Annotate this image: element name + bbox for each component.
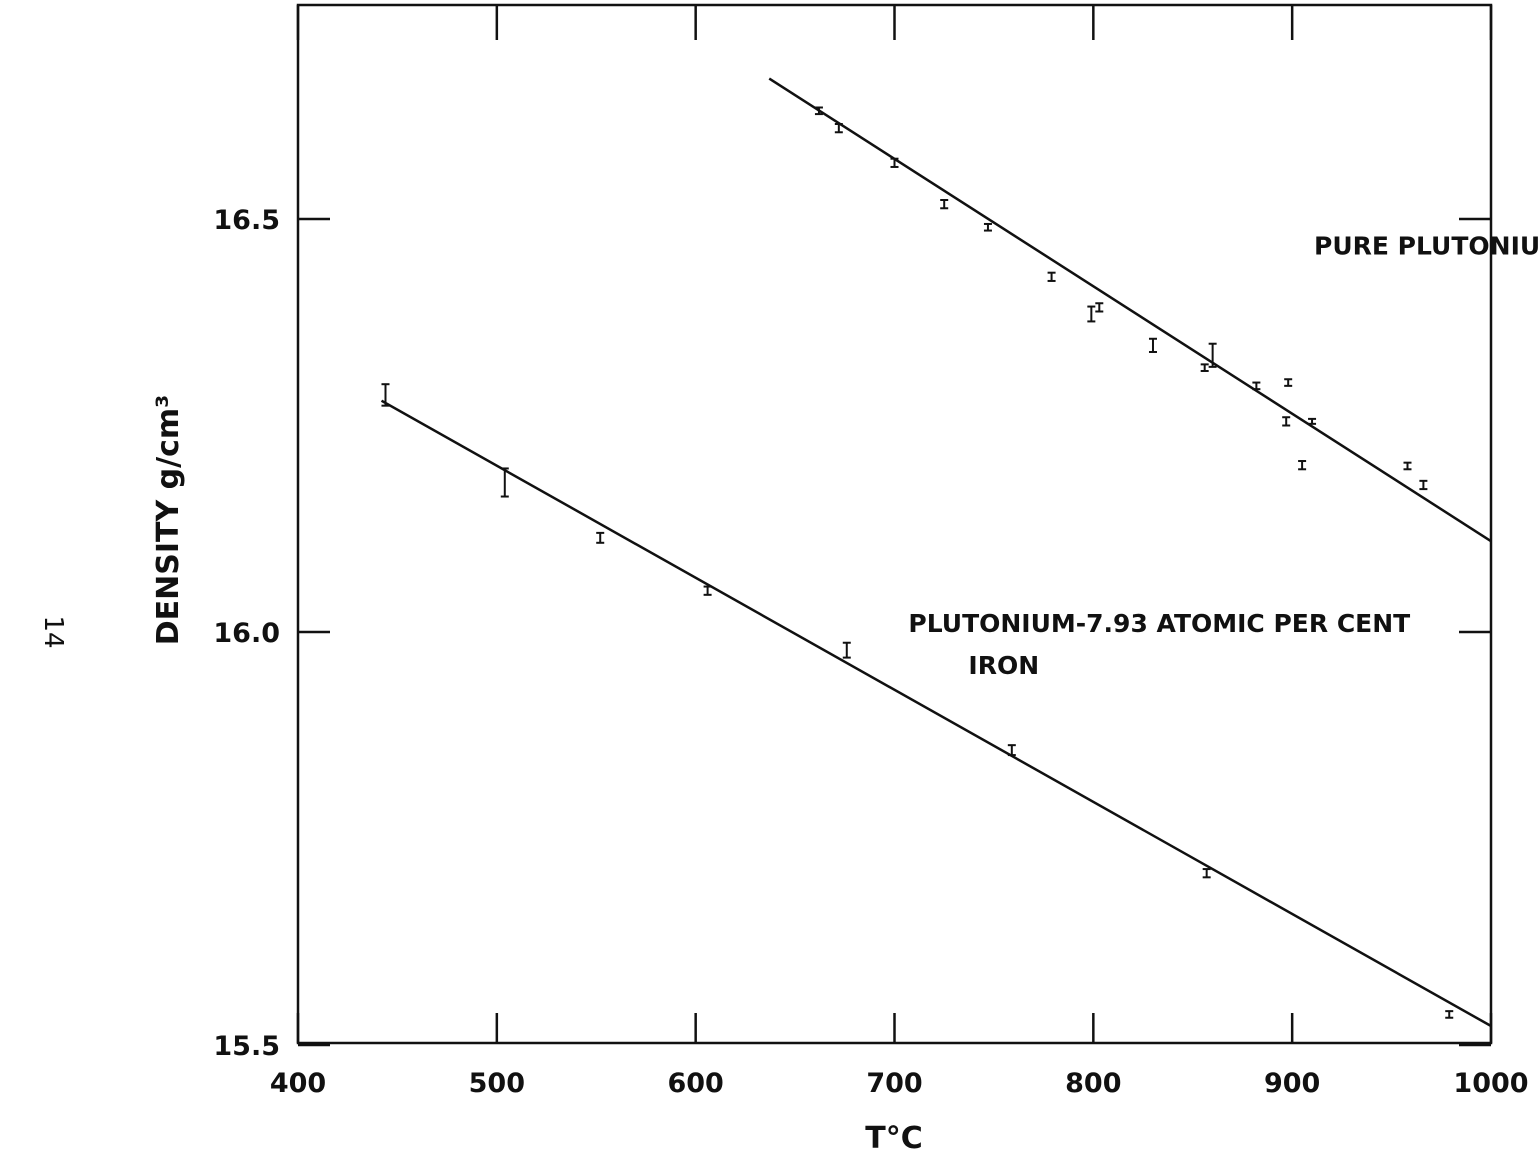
series-label: PLUTONIUM-7.93 ATOMIC PER CENT — [908, 609, 1410, 638]
data-point — [1403, 461, 1412, 471]
data-point — [842, 641, 851, 659]
x-tick-label: 1000 — [1453, 1068, 1528, 1099]
data-point — [814, 106, 823, 116]
x-tick-label: 400 — [270, 1068, 326, 1099]
x-tick-label: 800 — [1065, 1068, 1121, 1099]
data-point — [834, 123, 843, 134]
data-point — [1087, 305, 1096, 323]
series-label: PURE PLUTONIUM — [1314, 232, 1538, 261]
fit-lines — [380, 77, 1492, 1028]
data-point — [890, 157, 899, 168]
data-point — [983, 222, 992, 232]
data-point — [1419, 479, 1428, 491]
data-point — [1298, 460, 1307, 471]
y-tick-label: 16.5 — [213, 205, 280, 236]
data-point — [1148, 337, 1157, 353]
data-point — [596, 531, 605, 544]
data-point — [1445, 1010, 1454, 1019]
fit-line — [380, 399, 1492, 1028]
data-point — [1308, 417, 1317, 425]
y-tick-label: 15.5 — [213, 1031, 280, 1062]
data-point — [500, 467, 509, 498]
data-points — [381, 106, 1454, 1019]
y-tick-label: 16.0 — [213, 618, 280, 649]
data-point — [1282, 416, 1291, 427]
y-axis-label: DENSITY g/cm³ — [151, 395, 186, 646]
data-point — [1208, 342, 1217, 368]
axis-tick-labels: 400 500 600 700 800 900 1000 15.5 16.0 16.5 — [213, 205, 1528, 1099]
data-point — [1200, 363, 1209, 372]
data-point — [1252, 381, 1261, 391]
data-point — [1047, 271, 1056, 282]
data-point — [940, 199, 949, 210]
x-tick-label: 700 — [866, 1068, 922, 1099]
axis-ticks — [296, 5, 1493, 1047]
series-label: IRON — [968, 651, 1039, 680]
x-tick-label: 600 — [667, 1068, 723, 1099]
data-point — [1095, 302, 1104, 313]
x-tick-label: 900 — [1264, 1068, 1320, 1099]
data-point — [381, 383, 390, 407]
series-labels: PURE PLUTONIUM PLUTONIUM-7.93 ATOMIC PER … — [908, 232, 1538, 680]
fit-line — [768, 77, 1492, 543]
data-point — [703, 585, 712, 596]
x-tick-label: 500 — [469, 1068, 525, 1099]
data-point — [1284, 378, 1293, 387]
x-axis-label: T°C — [865, 1121, 922, 1155]
data-point — [1007, 744, 1016, 757]
data-point — [1202, 868, 1211, 879]
page-number: 14 — [38, 615, 68, 648]
